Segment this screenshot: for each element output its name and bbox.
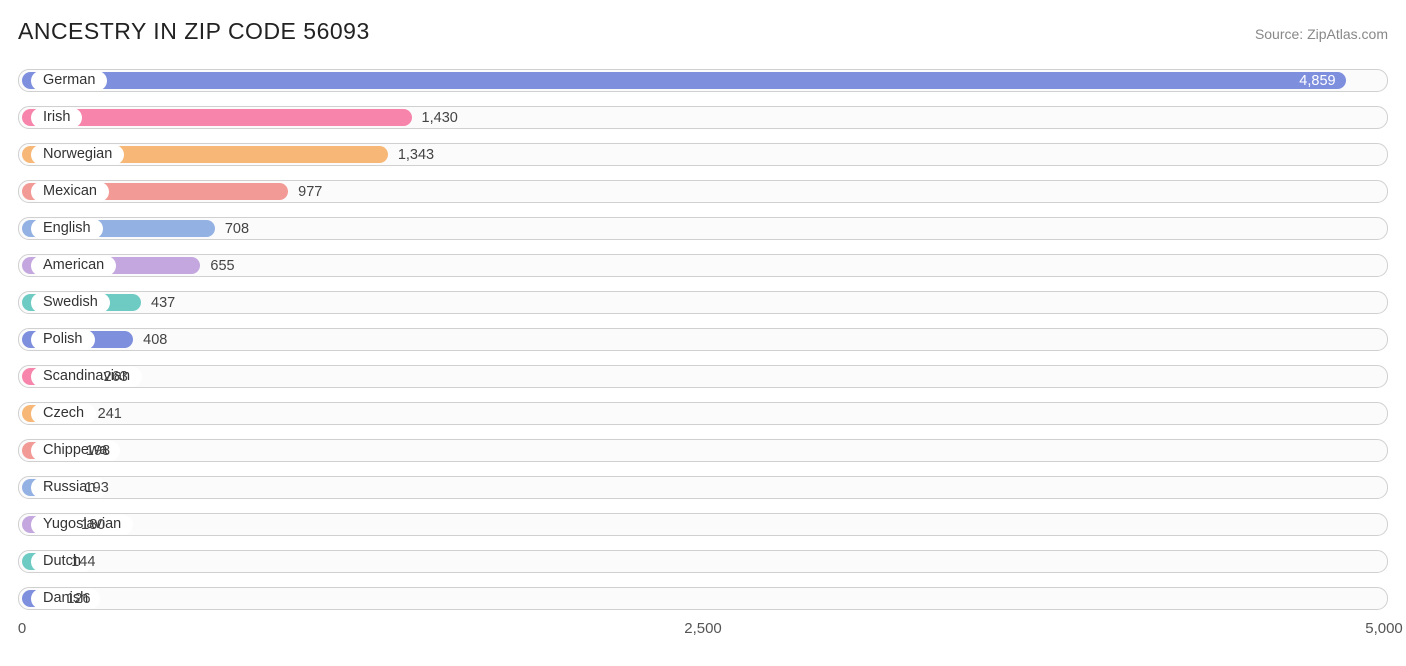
category-pill: Mexican — [31, 181, 109, 201]
value-label: 144 — [71, 554, 95, 570]
value-label: 437 — [151, 295, 175, 311]
bar-track — [18, 587, 1388, 610]
value-label: 198 — [86, 443, 110, 459]
plot-area: German 4,859 Irish 1,430 Norwegian 1,343 Mexic… — [18, 63, 1388, 616]
bar-track — [18, 217, 1388, 240]
value-label: 1,343 — [398, 147, 434, 163]
value-label: 977 — [298, 184, 322, 200]
bar-row: Danish126 — [18, 581, 1388, 616]
x-tick: 2,500 — [684, 620, 722, 637]
bar-row: Mexican 977 — [18, 174, 1388, 209]
category-pill: Irish — [31, 107, 82, 127]
bar-track — [18, 291, 1388, 314]
bar-row: Yugoslavian180 — [18, 507, 1388, 542]
bar-row: Norwegian 1,343 — [18, 137, 1388, 172]
bar-track — [18, 439, 1388, 462]
chart-title: ANCESTRY IN ZIP CODE 56093 — [18, 18, 370, 45]
chart-header: ANCESTRY IN ZIP CODE 56093 Source: ZipAt… — [18, 18, 1388, 45]
bar-row: Polish 408 — [18, 322, 1388, 357]
chart-source: Source: ZipAtlas.com — [1255, 26, 1388, 42]
bar-row: American 655 — [18, 248, 1388, 283]
bar-track — [18, 550, 1388, 573]
value-label: 126 — [66, 591, 90, 607]
bar-track — [18, 513, 1388, 536]
bar — [22, 72, 1346, 89]
bar-row: Russian193 — [18, 470, 1388, 505]
bar-row: English 708 — [18, 211, 1388, 246]
bar-row: Chippewa198 — [18, 433, 1388, 468]
bar-track — [18, 476, 1388, 499]
value-label: 1,430 — [422, 110, 458, 126]
value-label: 180 — [81, 517, 105, 533]
bar-row: German 4,859 — [18, 63, 1388, 98]
x-tick: 0 — [18, 620, 26, 637]
x-tick: 5,000 — [1365, 620, 1403, 637]
category-pill: Swedish — [31, 292, 110, 312]
value-label: 408 — [143, 332, 167, 348]
value-label: 4,859 — [1299, 73, 1335, 89]
ancestry-chart: ANCESTRY IN ZIP CODE 56093 Source: ZipAt… — [0, 0, 1406, 666]
bar-row: Czech241 — [18, 396, 1388, 431]
category-pill: German — [31, 70, 107, 90]
category-pill: English — [31, 218, 103, 238]
category-pill: Polish — [31, 329, 95, 349]
bar-track — [18, 328, 1388, 351]
bar-row: Irish 1,430 — [18, 100, 1388, 135]
bar-row: Dutch144 — [18, 544, 1388, 579]
value-label: 655 — [210, 258, 234, 274]
bar-row: Scandinavian263 — [18, 359, 1388, 394]
bar-row: Swedish 437 — [18, 285, 1388, 320]
category-pill: Norwegian — [31, 144, 124, 164]
bar-track — [18, 402, 1388, 425]
value-label: 241 — [98, 406, 122, 422]
bar-track — [18, 365, 1388, 388]
value-label: 193 — [85, 480, 109, 496]
category-pill: Czech — [31, 403, 96, 423]
value-label: 263 — [104, 369, 128, 385]
category-pill: American — [31, 255, 116, 275]
value-label: 708 — [225, 221, 249, 237]
